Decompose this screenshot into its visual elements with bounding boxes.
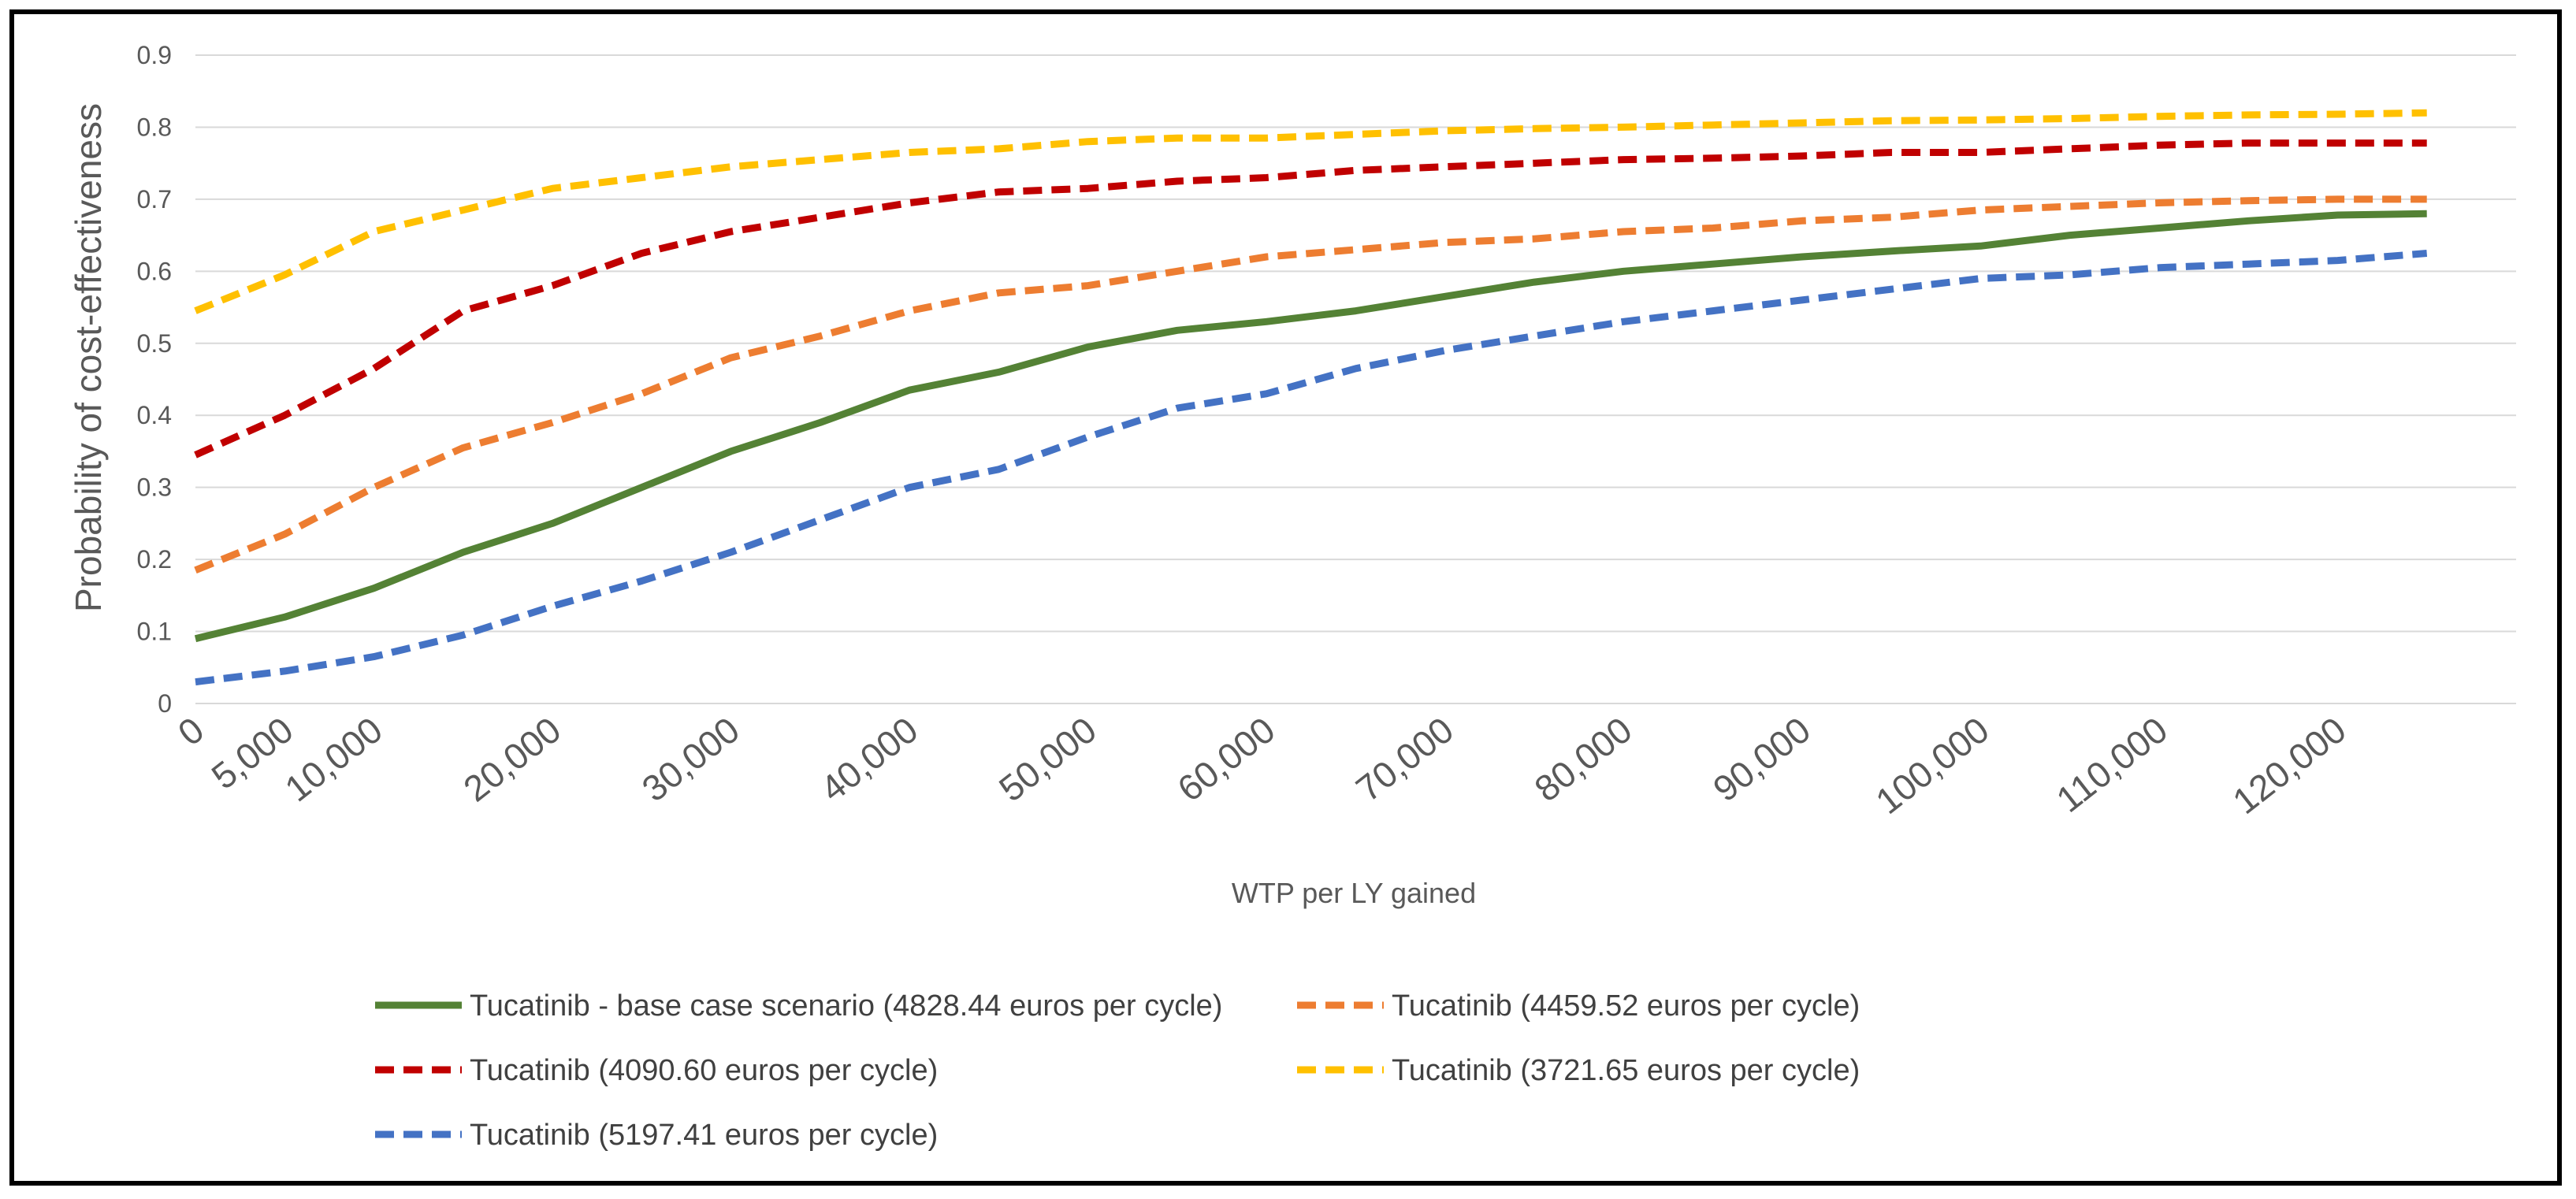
- x-tick-label: 80,000: [1527, 709, 1640, 810]
- y-tick-label: 0.7: [137, 185, 172, 213]
- y-tick-label: 0: [158, 689, 172, 718]
- y-tick-label: 0.2: [137, 545, 172, 574]
- y-tick-label: 0.4: [137, 401, 172, 429]
- y-tick-label: 0.9: [137, 41, 172, 69]
- series-line-4: [194, 109, 2427, 314]
- legend-label: Tucatinib (4090.60 euros per cycle): [470, 1054, 938, 1087]
- legend-label: Tucatinib (5197.41 euros per cycle): [470, 1119, 938, 1152]
- x-tick-label: 90,000: [1705, 709, 1818, 810]
- x-tick-label: 0: [170, 709, 211, 754]
- chart-frame: 0 0.1 0.2 0.3 0.4 0.5 0.6 0.7 0.8 0.9 0 5,000 10,00…: [9, 9, 2562, 1186]
- y-tick-label: 0.5: [137, 329, 172, 358]
- x-tick-label: 50,000: [991, 709, 1104, 810]
- x-tick-label: 120,000: [2225, 709, 2354, 822]
- series-line-1: [194, 210, 2427, 643]
- y-tick-label: 0.6: [137, 257, 172, 285]
- legend: Tucatinib - base case scenario (4828.44 …: [375, 989, 1860, 1152]
- x-tick-label: 30,000: [634, 709, 747, 810]
- x-tick-label: 110,000: [2049, 709, 2175, 820]
- x-tick-label: 20,000: [455, 709, 568, 810]
- y-tick-label: 0.3: [137, 473, 172, 502]
- x-tick-label: 60,000: [1169, 709, 1282, 810]
- y-tick-label: 0.8: [137, 113, 172, 141]
- y-axis-title: Probability of cost-effectiveness: [68, 103, 109, 612]
- x-tick-label: 10,000: [277, 709, 390, 810]
- series-lines: [194, 109, 2428, 686]
- x-tick-label: 70,000: [1348, 709, 1461, 810]
- x-axis-title: WTP per LY gained: [1232, 877, 1476, 909]
- legend-label: Tucatinib (4459.52 euros per cycle): [1392, 989, 1860, 1023]
- series-line-3: [194, 139, 2427, 458]
- x-tick-label: 40,000: [812, 709, 925, 810]
- x-tick-label: 100,000: [1868, 709, 1996, 822]
- legend-label: Tucatinib - base case scenario (4828.44 …: [470, 989, 1222, 1023]
- legend-label: Tucatinib (3721.65 euros per cycle): [1392, 1054, 1860, 1087]
- line-chart: 00.10.20.30.40.50.60.70.80.9 05,00010,00…: [68, 41, 2516, 1152]
- y-tick-label: 0.1: [137, 618, 172, 646]
- y-axis-ticks: 0 0.1 0.2 0.3 0.4 0.5 0.6 0.7 0.8 0.9: [137, 41, 172, 718]
- series-line-5: [195, 250, 2428, 686]
- series-line-2: [194, 195, 2427, 574]
